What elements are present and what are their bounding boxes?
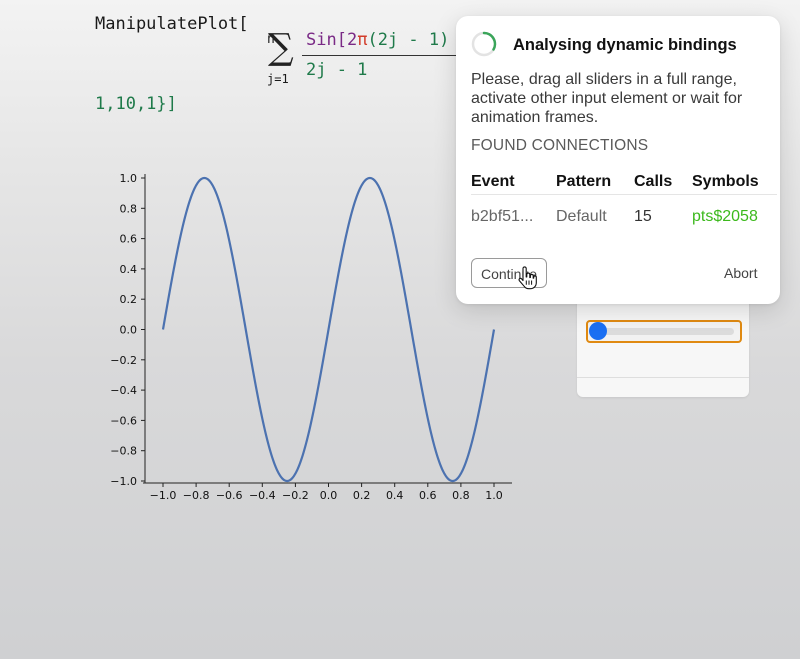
y-tick-label: 0.4 <box>120 263 138 276</box>
plot-axes: −1.0 −0.8 −0.6 −0.4 −0.2 0.0 0.2 0.4 0.6 0.8 1.0 1.… <box>110 172 512 502</box>
cell-event: b2bf51... <box>471 208 534 225</box>
y-tick-label: 1.0 <box>120 172 138 185</box>
n-slider[interactable] <box>586 320 742 343</box>
column-symbols: Symbols <box>692 173 759 190</box>
x-tick-label: 0.6 <box>419 489 437 502</box>
column-event: Event <box>471 173 515 190</box>
x-tick-label: −1.0 <box>150 489 177 502</box>
y-tick-label: 0.6 <box>120 233 138 246</box>
y-tick-label: −0.2 <box>110 354 137 367</box>
x-tick-label: 1.0 <box>485 489 503 502</box>
loading-spinner-icon <box>471 31 497 57</box>
code-function-name: ManipulatePlot[ <box>95 14 249 34</box>
table-header-divider <box>471 194 777 195</box>
column-pattern: Pattern <box>556 173 612 190</box>
y-tick-label: 0.8 <box>120 202 138 215</box>
sine-curve <box>161 176 496 483</box>
y-tick-label: −1.0 <box>110 475 137 488</box>
summation-symbol: ∑ <box>268 27 294 68</box>
slider-track[interactable] <box>594 328 734 335</box>
y-tick-label: 0.0 <box>120 324 138 337</box>
found-connections-heading: FOUND CONNECTIONS <box>471 137 649 154</box>
panel-divider <box>577 377 749 378</box>
cell-pattern: Default <box>556 208 607 225</box>
x-tick-label: 0.4 <box>386 489 404 502</box>
hand-cursor-icon <box>518 266 537 290</box>
x-tick-label: −0.4 <box>249 489 276 502</box>
x-tick-label: −0.2 <box>282 489 309 502</box>
x-tick-label: −0.6 <box>216 489 243 502</box>
y-tick-label: −0.4 <box>110 384 137 397</box>
column-calls: Calls <box>634 173 673 190</box>
y-tick-label: 0.2 <box>120 293 138 306</box>
x-tick-label: −0.8 <box>183 489 210 502</box>
x-tick-label: 0.0 <box>320 489 338 502</box>
cell-symbols[interactable]: pts$2058 <box>692 208 758 225</box>
dialog-title: Analysing dynamic bindings <box>513 36 737 54</box>
x-tick-label: 0.2 <box>353 489 371 502</box>
numerator-rest: (2j - 1) <box>367 30 450 50</box>
abort-button[interactable]: Abort <box>724 265 758 281</box>
slider-thumb[interactable] <box>589 322 607 340</box>
y-tick-label: −0.6 <box>110 414 137 427</box>
range-args-text: 1,10,1}] <box>95 94 177 114</box>
fraction-bar <box>302 55 462 56</box>
fraction-denominator: 2j - 1 <box>306 60 367 80</box>
dynamic-bindings-dialog: Analysing dynamic bindings Please, drag … <box>456 16 780 304</box>
code-range-args: 1,10,1}] <box>95 94 177 114</box>
sin-function: Sin <box>306 30 337 50</box>
fraction-numerator: Sin[2π(2j - 1) <box>306 30 449 50</box>
sum-lower-limit: j=1 <box>267 72 289 86</box>
dialog-description: Please, drag all sliders in a full range… <box>471 71 743 126</box>
x-tick-label: 0.8 <box>452 489 470 502</box>
sum-upper-limit: n <box>267 32 275 47</box>
controls-panel <box>577 300 749 397</box>
denominator-text: 2j - 1 <box>306 60 368 80</box>
numerator-open: [2 <box>336 30 358 50</box>
pi-symbol: π <box>357 30 368 50</box>
cell-calls: 15 <box>634 208 652 225</box>
y-tick-label: −0.8 <box>110 445 137 458</box>
